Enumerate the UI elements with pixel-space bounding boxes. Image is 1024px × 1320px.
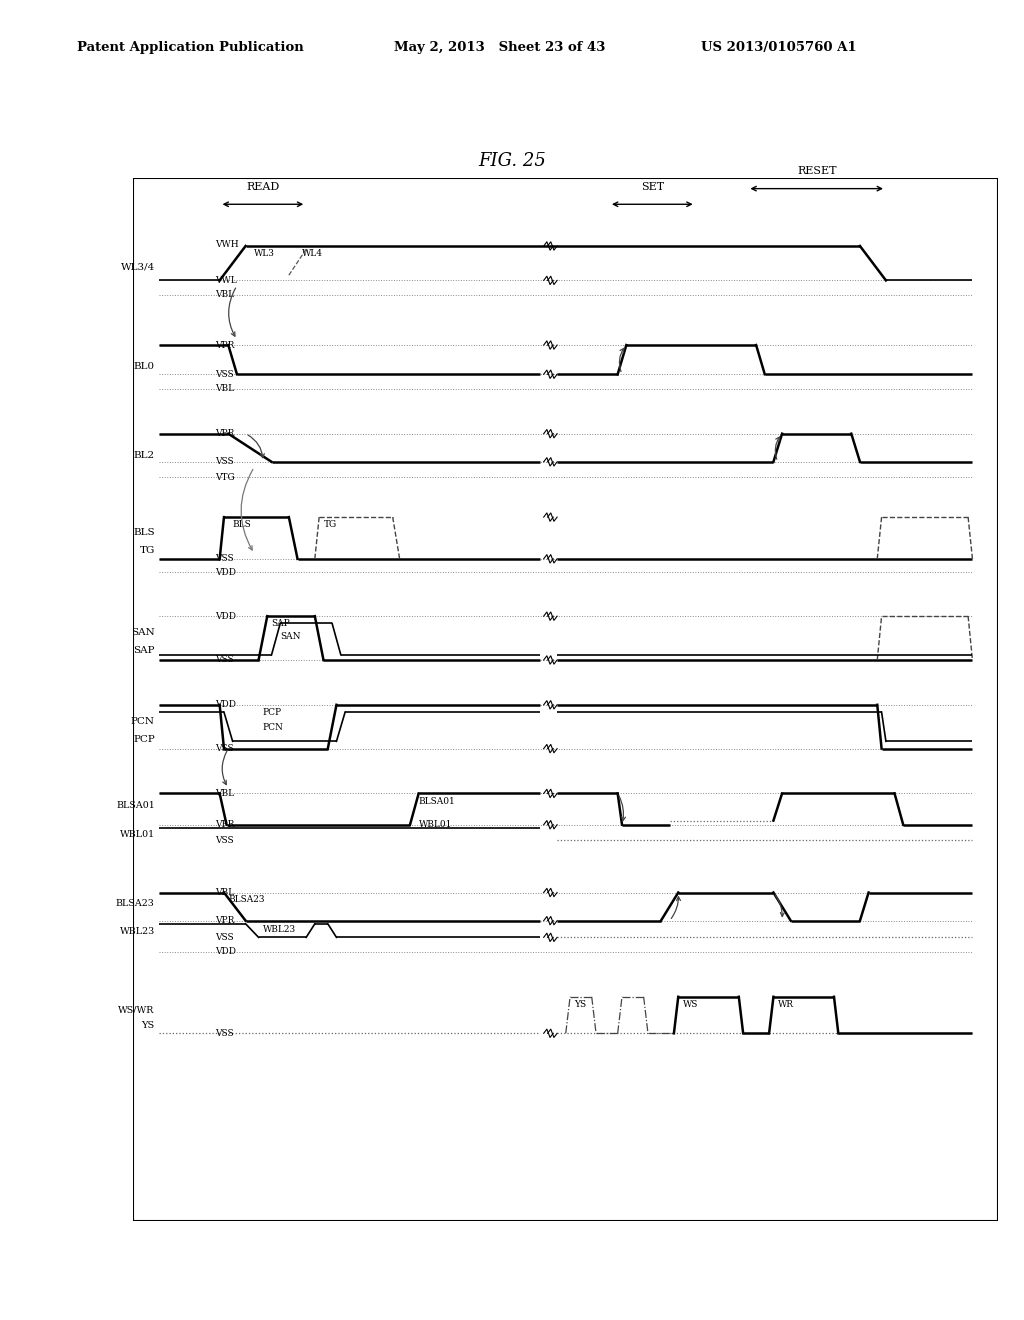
Text: SET: SET [641,182,664,191]
Text: VPR: VPR [215,820,234,829]
Text: VDD: VDD [215,701,237,709]
Text: SAP: SAP [271,619,291,628]
Text: US 2013/0105760 A1: US 2013/0105760 A1 [701,41,857,54]
Text: VSS: VSS [215,933,233,942]
Text: BL0: BL0 [133,363,155,371]
Text: VSS: VSS [215,744,233,754]
Text: BL2: BL2 [133,451,155,461]
Text: SAP: SAP [133,645,155,655]
Text: VBL: VBL [215,384,234,393]
Text: WBL23: WBL23 [263,925,296,935]
Text: WBL01: WBL01 [120,830,155,840]
Text: VSS: VSS [215,656,233,664]
Text: TG: TG [324,520,337,529]
Text: VTG: VTG [215,473,236,482]
Text: BLS: BLS [133,528,155,537]
Text: PCN: PCN [131,717,155,726]
Text: SAN: SAN [131,628,155,638]
Text: VBL: VBL [215,789,234,799]
Text: VSS: VSS [215,1028,233,1038]
Text: PCP: PCP [133,735,155,743]
Text: VSS: VSS [215,554,233,564]
Text: PCN: PCN [263,722,284,731]
Text: VBL: VBL [215,888,234,898]
Text: VDD: VDD [215,948,237,957]
Text: YS: YS [574,1001,587,1008]
Text: WS: WS [683,1001,698,1008]
Text: WBL01: WBL01 [419,820,452,829]
Text: WL3: WL3 [254,249,275,259]
Text: VPR: VPR [215,341,234,350]
Text: BLS: BLS [232,520,251,529]
Text: VSS: VSS [215,370,233,379]
Text: BLSA01: BLSA01 [116,801,155,810]
Text: YS: YS [141,1020,155,1030]
Text: READ: READ [247,182,280,191]
Text: BLSA23: BLSA23 [228,895,265,904]
Text: VSS: VSS [215,457,233,466]
Text: May 2, 2013   Sheet 23 of 43: May 2, 2013 Sheet 23 of 43 [394,41,605,54]
Text: BLSA23: BLSA23 [116,899,155,908]
Text: WBL23: WBL23 [120,927,155,936]
Text: VPR: VPR [215,916,234,925]
Text: Patent Application Publication: Patent Application Publication [77,41,303,54]
Text: VWL: VWL [215,276,238,285]
Text: VWH: VWH [215,240,239,249]
Text: BLSA01: BLSA01 [419,796,456,805]
Text: WL3/4: WL3/4 [121,263,155,272]
Text: VSS: VSS [215,836,233,845]
Text: FIG. 25: FIG. 25 [478,152,546,170]
Text: WL4: WL4 [302,249,323,259]
Text: VPR: VPR [215,429,234,438]
Text: SAN: SAN [281,632,301,640]
Text: VDD: VDD [215,611,237,620]
Text: TG: TG [139,546,155,554]
Text: WR: WR [778,1001,794,1008]
Text: RESET: RESET [797,166,837,176]
Text: PCP: PCP [263,708,282,717]
Text: WS/WR: WS/WR [119,1006,155,1014]
Text: VBL: VBL [215,290,234,300]
Text: VDD: VDD [215,568,237,577]
